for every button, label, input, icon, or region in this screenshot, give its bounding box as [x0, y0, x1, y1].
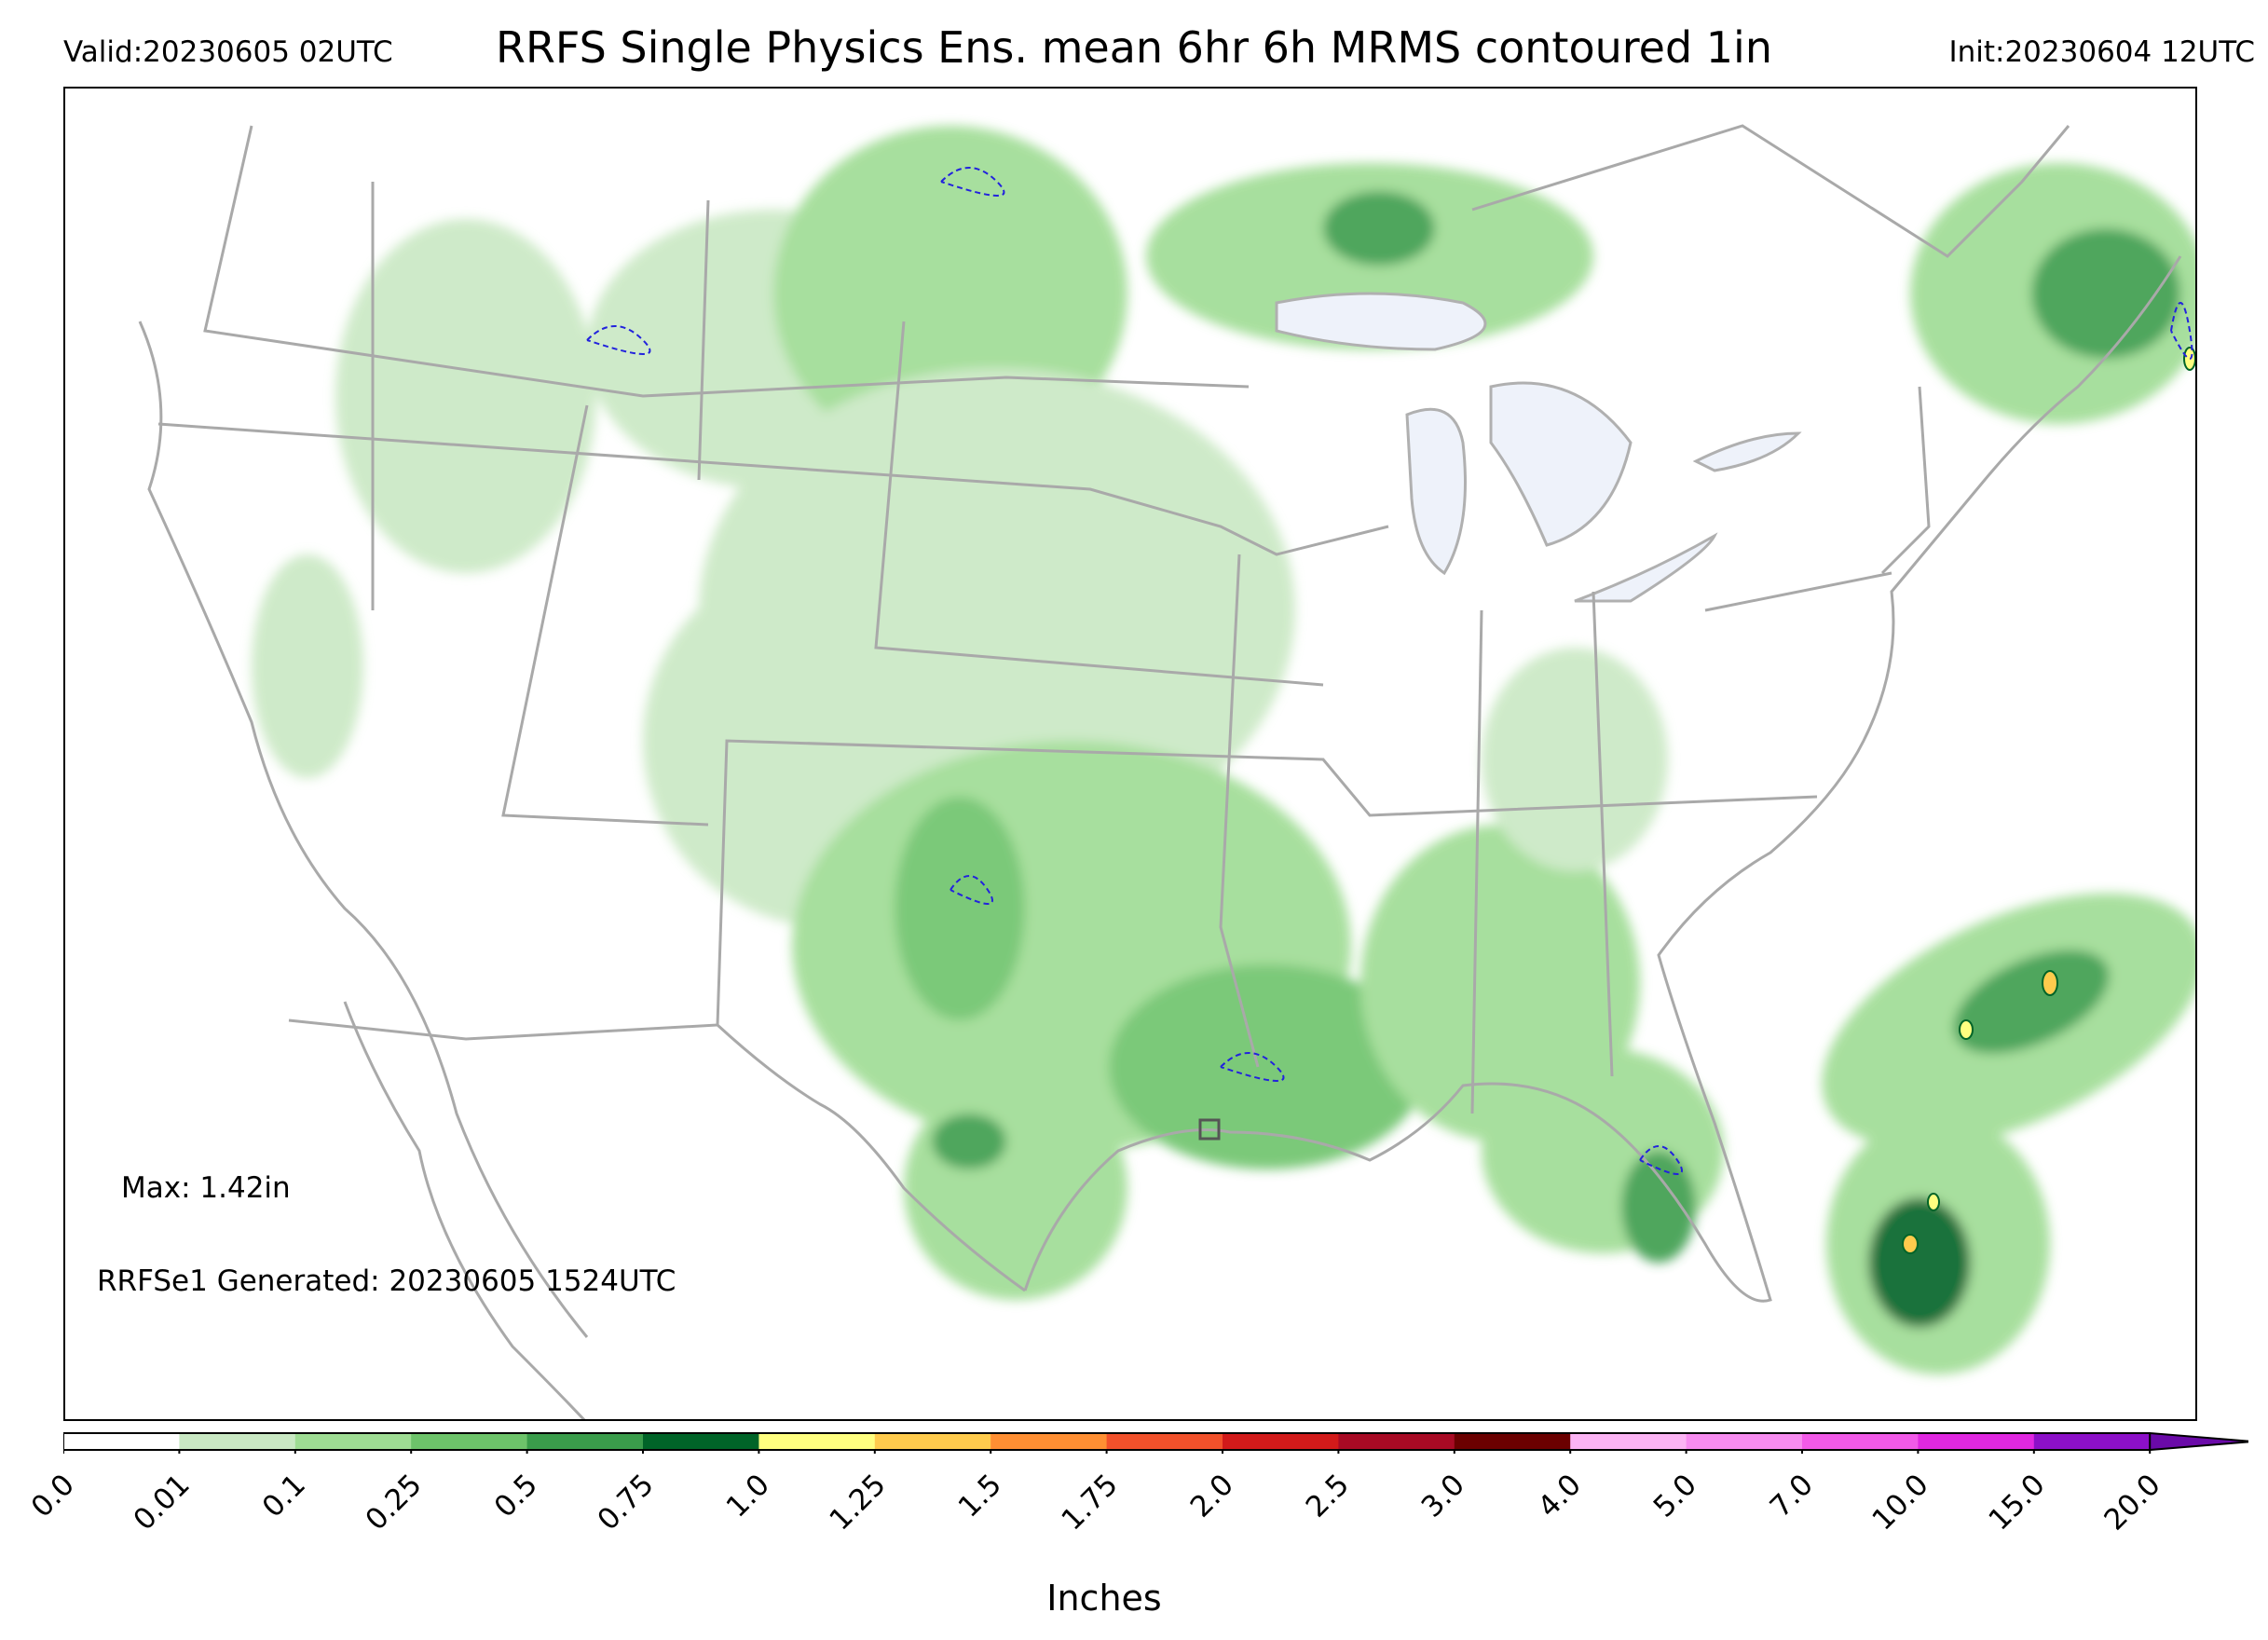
colorbar-segment	[758, 1433, 876, 1450]
colorbar-segment	[179, 1433, 296, 1450]
colorbar-segment	[294, 1433, 412, 1450]
mrms-contour-3	[1639, 1145, 1683, 1175]
colorbar-segment	[1223, 1433, 1339, 1450]
lake-ontario	[1692, 431, 1802, 472]
colorbar-tick-label: 15.0	[1982, 1468, 2052, 1538]
colorbar-tick-label: 1.5	[951, 1468, 1008, 1524]
precip-core-florida	[1621, 1151, 1696, 1263]
baja-coastline	[343, 1001, 586, 1419]
great-lakes	[1275, 292, 1802, 603]
colorbar-label: Inches	[1046, 1578, 1162, 1619]
lake-michigan	[1405, 407, 1467, 576]
precip-core-bahamas	[1868, 1197, 1971, 1328]
mrms-contour-1	[950, 875, 993, 905]
mrms-1in-contours	[586, 167, 2193, 1175]
us-canada-border-west	[203, 125, 1250, 398]
precip-area-california	[252, 554, 363, 778]
state-line-central	[157, 422, 1389, 556]
precip-maxima	[1902, 347, 2195, 1254]
colorbar-segment	[991, 1433, 1108, 1450]
init-time-label: Init:20230604 12UTC	[1948, 35, 2255, 69]
colorbar-tick-label: 0.75	[591, 1468, 661, 1538]
max-cell-3	[1902, 1234, 1919, 1254]
state-line-kansas	[874, 321, 1324, 687]
colorbar-segment	[1106, 1433, 1223, 1450]
chart-title: RRFS Single Physics Ens. mean 6hr 6h MRM…	[496, 22, 1772, 73]
colorbar-tick-label: 0.01	[127, 1468, 198, 1538]
state-line-new-york	[1880, 386, 1931, 575]
mrms-contour-2	[1220, 1052, 1285, 1082]
colorbar-tick-label: 1.0	[719, 1468, 777, 1524]
us-mexico-border	[716, 1023, 1026, 1292]
state-line-mason-dixon	[1704, 571, 1892, 612]
lake-huron	[1489, 381, 1633, 547]
boundaries	[138, 124, 2182, 1419]
colorbar-segment	[643, 1433, 759, 1450]
colorbar-extend-arrow	[2149, 1431, 2248, 1452]
colorbar-segment	[1338, 1433, 1455, 1450]
precip-field	[252, 126, 2195, 1374]
colorbar-segment	[526, 1433, 644, 1450]
precip-area-south-texas	[904, 1076, 1127, 1300]
mrms-contour-4	[2170, 302, 2193, 360]
colorbar-tick-label: 2.5	[1299, 1468, 1357, 1524]
state-line-montana	[697, 199, 710, 481]
precip-area-northern-rockies	[335, 219, 596, 573]
west-coastline	[138, 321, 589, 1338]
gulf-atlantic-coastline	[1023, 255, 2182, 1303]
precip-core-south-texas	[932, 1114, 1006, 1169]
colorbar-tick-label: 0.1	[256, 1468, 313, 1524]
colorbar-segment	[1454, 1433, 1571, 1450]
mrms-contour-5	[586, 325, 651, 355]
colorbar-tick-label: 4.0	[1531, 1468, 1588, 1524]
state-line-mississippi-river	[1219, 554, 1260, 1068]
state-line-south	[288, 739, 1818, 1041]
map-canvas	[138, 124, 2195, 1419]
max-cell-4	[1927, 1193, 1940, 1211]
lake-erie	[1574, 532, 1718, 603]
colorbar-tick-label: 0.25	[359, 1468, 429, 1538]
colorbar	[63, 1431, 2248, 1454]
mrms-contour-6	[940, 167, 1005, 197]
colorbar-tick-label: 0.0	[24, 1468, 81, 1524]
state-line-georgia	[1592, 591, 1614, 1077]
state-line-nevada	[501, 404, 709, 827]
colorbar-segment	[874, 1433, 991, 1450]
colorbar-tick-label: 1.25	[823, 1468, 893, 1538]
colorbar-tick-label: 3.0	[1415, 1468, 1472, 1524]
colorbar-segment	[1802, 1433, 1919, 1450]
colorbar-segment	[1570, 1433, 1687, 1450]
colorbar-segment	[411, 1433, 528, 1450]
colorbar-tick-label: 2.0	[1183, 1468, 1240, 1524]
precip-core-atlantic	[1953, 950, 2110, 1054]
colorbar-segment	[1918, 1433, 2035, 1450]
colorbar-tick-label: 5.0	[1646, 1468, 1704, 1524]
colorbar-tick-label: 20.0	[2097, 1468, 2167, 1538]
precip-core-lake-superior	[1323, 191, 1435, 266]
precip-area-louisiana	[1109, 964, 1426, 1169]
valid-time-label: Valid:20230605 02UTC	[63, 35, 393, 69]
colorbar-tick-label: 1.75	[1055, 1468, 1125, 1538]
max-value-label: Max: 1.42in	[121, 1171, 291, 1205]
colorbar-segment	[2033, 1433, 2151, 1450]
precip-area-tennessee	[1482, 648, 1668, 871]
lake-superior	[1275, 292, 1487, 351]
max-cell-2	[1959, 1019, 1974, 1040]
colorbar-segment	[1686, 1433, 1803, 1450]
colorbar-tick-label: 10.0	[1865, 1468, 1936, 1538]
precip-map	[63, 87, 2197, 1421]
us-canada-border-east	[1471, 124, 2070, 258]
colorbar-segment	[63, 1433, 180, 1450]
colorbar-tick-label: 7.0	[1763, 1468, 1820, 1524]
max-location-marker	[1198, 1118, 1221, 1141]
precip-core-maine	[2031, 228, 2180, 359]
max-cell-1	[2042, 970, 2058, 996]
precip-core-texas-panhandle	[895, 797, 1025, 1020]
colorbar-tick-label: 0.5	[487, 1468, 545, 1524]
generated-label: RRFSe1 Generated: 20230605 1524UTC	[97, 1264, 676, 1298]
state-line-alabama	[1470, 609, 1483, 1114]
